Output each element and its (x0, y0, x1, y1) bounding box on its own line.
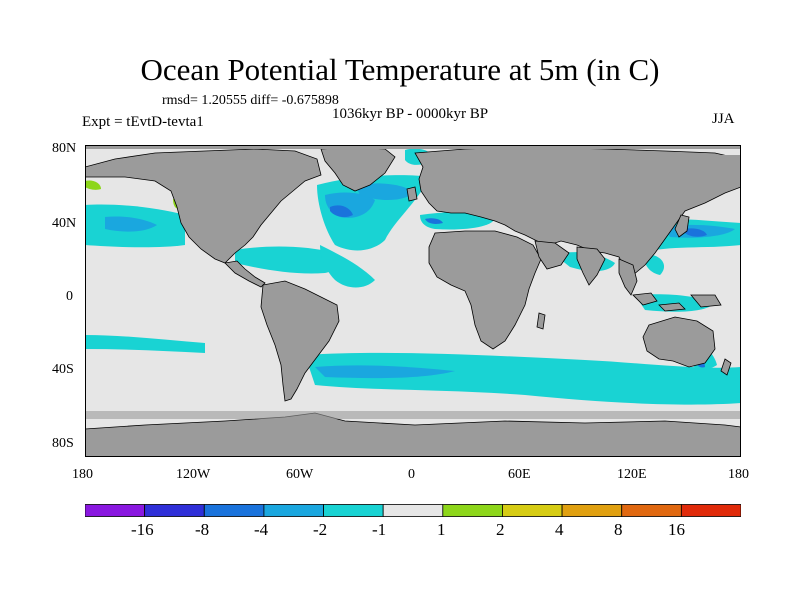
lat-label-0: 0 (66, 289, 73, 304)
lon-label-180w: 180 (72, 467, 93, 482)
south-america (260, 280, 340, 402)
madagascar (536, 312, 546, 330)
new-zealand (720, 358, 732, 376)
map-subtitle: 1036kyr BP - 0000kyr BP (331, 106, 489, 122)
colorbar-label-6: 1 (437, 520, 446, 539)
colorbar-swatch-10 (621, 504, 682, 517)
lon-label-180e: 180 (728, 467, 749, 482)
lon-label-60w: 60W (286, 467, 314, 482)
colorbar-swatch-4 (263, 504, 324, 517)
colorbar-label-9: 8 (614, 520, 623, 539)
japan (674, 214, 690, 238)
central-america (224, 260, 266, 288)
australia (642, 316, 716, 368)
lon-label-60e: 60E (508, 467, 531, 482)
colorbar-swatch-2 (144, 504, 205, 517)
land-masses (85, 146, 741, 457)
colorbar-label-4: -2 (313, 520, 328, 539)
southeast-asia (618, 258, 638, 296)
colorbar-label-7: 2 (496, 520, 505, 539)
colorbar-label-10: 16 (668, 520, 685, 539)
indian-subcontinent (576, 246, 606, 286)
season-label: JJA (712, 111, 735, 127)
ocean-temperature-map (85, 145, 741, 457)
color-legend-bar (85, 504, 741, 517)
colorbar-swatch-7 (442, 504, 503, 517)
colorbar-swatch-5 (323, 504, 384, 517)
map-frame (85, 145, 741, 457)
colorbar-swatch-3 (203, 504, 265, 517)
experiment-label: Expt = tEvtD-tevta1 (82, 114, 204, 130)
colorbar-label-2: -8 (195, 520, 210, 539)
colorbar-swatch-8 (502, 504, 563, 517)
antarctica (85, 412, 741, 457)
lat-label-40n: 40N (52, 216, 77, 231)
colorbar-swatch-11 (680, 504, 741, 517)
lat-label-80n: 80N (52, 141, 77, 156)
colorbar-label-8: 4 (555, 520, 564, 539)
lat-label-80s: 80S (52, 436, 74, 451)
colorbar-label-1: -16 (131, 520, 154, 539)
arabian-peninsula (534, 240, 570, 270)
british-isles (406, 186, 418, 202)
very-strong-cooling-anomalies (330, 205, 707, 368)
colorbar-swatch-9 (561, 504, 623, 517)
maritime-continent (632, 292, 722, 312)
lat-label-40s: 40S (52, 362, 74, 377)
colorbar-label-3: -4 (254, 520, 269, 539)
colorbar-swatch-1 (85, 504, 146, 517)
stats-label: rmsd= 1.20555 diff= -0.675898 (162, 93, 339, 108)
eurasia (414, 146, 741, 276)
map-title: Ocean Potential Temperature at 5m (in C) (140, 52, 660, 87)
colorbar-swatch-6 (382, 504, 444, 517)
africa (428, 230, 542, 350)
lon-label-120w: 120W (176, 467, 211, 482)
north-america (85, 148, 322, 264)
colorbar-label-5: -1 (372, 520, 387, 539)
lon-label-0: 0 (408, 467, 415, 482)
masked-ocean-cells (85, 145, 741, 419)
lon-label-120e: 120E (617, 467, 647, 482)
